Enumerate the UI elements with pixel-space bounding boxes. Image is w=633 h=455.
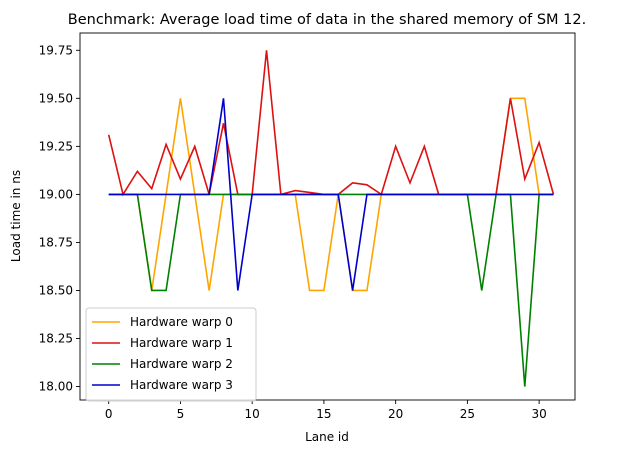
y-tick-label: 18.25 bbox=[39, 332, 73, 346]
x-axis-ticks: 0 5 10 15 20 25 30 bbox=[105, 400, 547, 421]
y-tick-label: 18.50 bbox=[39, 283, 73, 297]
y-tick-label: 18.00 bbox=[39, 380, 73, 394]
x-axis-label: Lane id bbox=[305, 430, 349, 444]
plot-lines bbox=[107, 50, 555, 387]
y-tick-label: 19.00 bbox=[39, 187, 73, 201]
x-tick-label: 10 bbox=[245, 407, 260, 421]
chart-title: Benchmark: Average load time of data in … bbox=[68, 12, 586, 28]
legend: Hardware warp 0 Hardware warp 1 Hardware w… bbox=[85, 307, 257, 402]
x-tick-label: 5 bbox=[177, 407, 185, 421]
y-axis-label: Load time in ns bbox=[9, 170, 23, 262]
y-tick-label: 18.75 bbox=[39, 235, 73, 249]
legend-entry-label: Hardware warp 2 bbox=[130, 357, 233, 371]
series-line-warp-1 bbox=[107, 50, 555, 197]
y-axis-ticks: 18.00 18.25 18.50 18.75 19.00 19.25 19.50 19.75 bbox=[39, 43, 80, 394]
series-line-warp-3 bbox=[108, 98, 554, 291]
x-tick-label: 25 bbox=[460, 407, 475, 421]
plot-area-frame bbox=[79, 32, 576, 401]
x-tick-label: 15 bbox=[316, 407, 331, 421]
legend-entry-label: Hardware warp 3 bbox=[130, 378, 233, 392]
x-tick-label: 30 bbox=[531, 407, 546, 421]
y-tick-label: 19.50 bbox=[39, 91, 73, 105]
y-tick-label: 19.25 bbox=[39, 139, 73, 153]
legend-box bbox=[85, 307, 257, 402]
legend-entry-label: Hardware warp 1 bbox=[130, 336, 233, 350]
x-tick-label: 20 bbox=[388, 407, 403, 421]
y-tick-label: 19.75 bbox=[39, 43, 73, 57]
legend-entry-label: Hardware warp 0 bbox=[130, 315, 233, 329]
x-tick-label: 0 bbox=[105, 407, 113, 421]
